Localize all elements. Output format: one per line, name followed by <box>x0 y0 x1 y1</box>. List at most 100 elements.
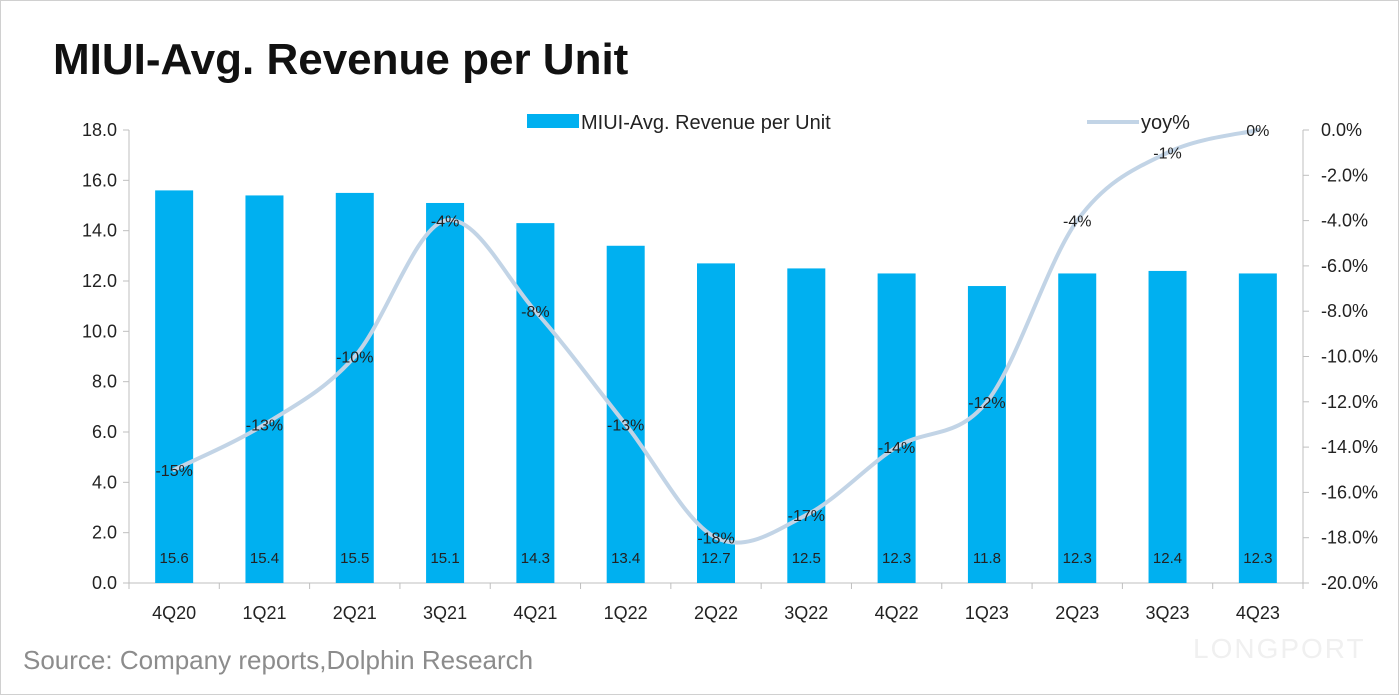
watermark: LONGPORT <box>1193 633 1366 664</box>
right-tick-label: -20.0% <box>1321 573 1378 593</box>
bar-4Q20 <box>155 190 194 583</box>
right-tick-label: -14.0% <box>1321 437 1378 457</box>
right-tick-label: 0.0% <box>1321 120 1362 140</box>
bar-2Q21 <box>335 192 374 583</box>
yoy-point-2Q23 <box>1075 218 1080 223</box>
left-tick-label: 10.0 <box>82 321 117 341</box>
yoy-value-labels: -15% -13% -10% -4% -8% -13% -18% -17% -14% -12% -4… <box>155 123 1269 548</box>
yoy-point-2Q22 <box>714 535 718 540</box>
yoy-value-label: -13% <box>246 417 283 434</box>
bar-value-label: 15.1 <box>430 550 459 567</box>
bar-value-label: 14.3 <box>521 550 550 567</box>
yoy-value-label: -15% <box>155 463 192 480</box>
x-tick-label: 4Q20 <box>152 603 196 623</box>
yoy-point-2Q21 <box>352 354 357 359</box>
x-tick-label: 4Q21 <box>513 603 557 623</box>
bar-2Q23 <box>1058 273 1097 583</box>
bar-4Q22 <box>877 273 916 583</box>
right-tick-label: -12.0% <box>1321 392 1378 412</box>
x-tick-label: 2Q22 <box>694 603 738 623</box>
right-tick-label: -6.0% <box>1321 256 1368 276</box>
legend-bar-label: MIUI-Avg. Revenue per Unit <box>581 112 831 134</box>
x-tick-label: 2Q21 <box>333 603 377 623</box>
bar-value-labels: 15.6 15.4 15.5 15.1 14.3 13.4 12.7 12.5 12.3 11.8… <box>160 550 1273 567</box>
bar-value-label: 12.3 <box>1243 550 1272 567</box>
yoy-value-label: -8% <box>521 304 549 321</box>
right-tick-label: -2.0% <box>1321 165 1368 185</box>
yoy-value-label: -17% <box>788 508 825 525</box>
yoy-value-label: -13% <box>607 417 644 434</box>
left-tick-label: 6.0 <box>92 422 117 442</box>
bar-4Q21 <box>516 223 555 583</box>
source-note: Source: Company reports,Dolphin Research <box>23 645 534 675</box>
bar-value-label: 13.4 <box>611 550 640 567</box>
x-tick-label: 3Q21 <box>423 603 467 623</box>
yoy-point-3Q21 <box>443 218 448 223</box>
bars <box>155 190 1277 583</box>
chart-title: MIUI-Avg. Revenue per Unit <box>53 35 629 84</box>
yoy-point-1Q21 <box>262 422 267 427</box>
right-tick-label: -4.0% <box>1321 211 1368 231</box>
right-tick-label: -16.0% <box>1321 482 1378 502</box>
right-tick-label: -18.0% <box>1321 528 1378 548</box>
bar-value-label: 15.5 <box>340 550 369 567</box>
bar-4Q23 <box>1238 273 1277 583</box>
left-tick-label: 16.0 <box>82 170 117 190</box>
yoy-point-3Q22 <box>804 513 809 518</box>
bar-value-label: 15.6 <box>160 550 189 567</box>
yoy-value-label: -14% <box>878 440 915 457</box>
bar-3Q22 <box>787 268 826 583</box>
bar-value-label: 12.5 <box>792 550 821 567</box>
x-tick-label: 2Q23 <box>1055 603 1099 623</box>
yoy-value-label: -1% <box>1153 146 1181 163</box>
bar-1Q21 <box>245 195 284 583</box>
axes: 0.0 2.0 4.0 6.0 8.0 10.0 12.0 14.0 16.0 18.0 -20.0… <box>82 120 1378 623</box>
legend: MIUI-Avg. Revenue per Unit yoy% <box>527 112 1190 134</box>
bar-1Q22 <box>606 245 645 583</box>
bar-value-label: 12.4 <box>1153 550 1182 567</box>
yoy-value-label: -4% <box>431 214 459 231</box>
right-tick-label: -10.0% <box>1321 347 1378 367</box>
bar-1Q23 <box>967 286 1006 583</box>
yoy-value-label: 0% <box>1246 123 1269 140</box>
bar-value-label: 12.7 <box>701 550 730 567</box>
yoy-point-4Q22 <box>894 445 899 450</box>
x-tick-label: 4Q23 <box>1236 603 1280 623</box>
yoy-value-label: -12% <box>968 395 1005 412</box>
x-tick-label: 3Q22 <box>784 603 828 623</box>
x-tick-label: 4Q22 <box>875 603 919 623</box>
yoy-point-1Q22 <box>623 422 628 427</box>
yoy-point-4Q20 <box>172 467 177 472</box>
left-tick-label: 4.0 <box>92 472 117 492</box>
right-tick-label: -8.0% <box>1321 301 1368 321</box>
yoy-value-label: -4% <box>1063 214 1091 231</box>
left-tick-label: 14.0 <box>82 221 117 241</box>
bar-value-label: 11.8 <box>973 550 1001 567</box>
x-tick-label: 1Q21 <box>242 603 286 623</box>
yoy-line <box>172 128 1260 545</box>
left-tick-label: 2.0 <box>92 523 117 543</box>
left-tick-label: 18.0 <box>82 120 117 140</box>
left-tick-label: 12.0 <box>82 271 117 291</box>
left-tick-label: 0.0 <box>92 573 117 593</box>
x-tick-label: 1Q23 <box>965 603 1009 623</box>
bar-3Q21 <box>426 202 465 583</box>
yoy-value-label: -18% <box>697 531 734 548</box>
legend-bar-swatch <box>527 114 579 128</box>
bar-3Q23 <box>1148 270 1187 583</box>
left-tick-label: 8.0 <box>92 372 117 392</box>
x-tick-label: 3Q23 <box>1146 603 1190 623</box>
yoy-line-series <box>172 128 1260 545</box>
yoy-point-1Q23 <box>984 399 989 404</box>
bar-value-label: 15.4 <box>250 550 279 567</box>
yoy-point-4Q23 <box>1255 128 1260 132</box>
bar-value-label: 12.3 <box>1063 550 1092 567</box>
yoy-value-label: -10% <box>336 350 373 367</box>
x-tick-label: 1Q22 <box>604 603 648 623</box>
bar-value-label: 12.3 <box>882 550 911 567</box>
yoy-point-4Q21 <box>533 309 538 314</box>
yoy-point-3Q23 <box>1165 150 1170 155</box>
legend-line-label: yoy% <box>1141 112 1190 134</box>
